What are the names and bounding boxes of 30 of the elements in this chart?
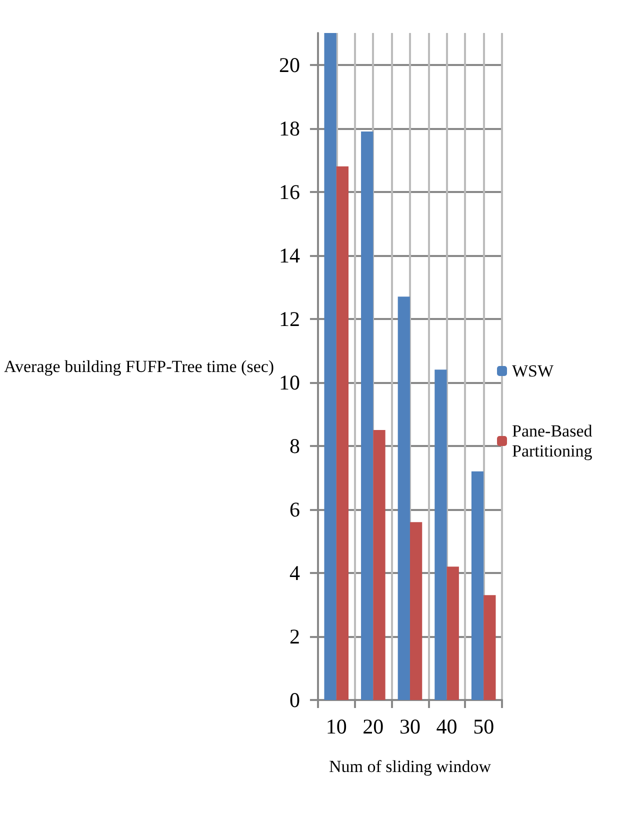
x-tick-label: 20 — [362, 714, 384, 738]
y-tick-label: 8 — [289, 434, 300, 458]
y-tick-label: 14 — [278, 243, 300, 268]
y-tick-label: 0 — [289, 688, 300, 712]
bar — [373, 430, 386, 700]
legend-label: Pane-Based Partitioning — [512, 422, 597, 460]
y-tick-label: 10 — [278, 370, 300, 394]
bar — [484, 595, 496, 700]
y-tick-label: 2 — [289, 624, 300, 648]
bar — [446, 566, 459, 700]
x-tick-label: 40 — [436, 714, 458, 738]
bar — [324, 33, 336, 700]
bar — [361, 131, 374, 700]
bar — [434, 370, 447, 700]
y-tick-label: 20 — [278, 52, 300, 77]
y-tick-label: 18 — [278, 116, 300, 140]
bar — [398, 296, 410, 700]
y-tick-label: 6 — [289, 497, 300, 522]
y-tick-label: 12 — [278, 306, 300, 331]
y-tick-label: 16 — [278, 180, 300, 204]
bar — [336, 166, 349, 700]
legend-label: WSW — [512, 362, 554, 380]
x-tick-label: 10 — [326, 714, 347, 738]
y-tick-label: 4 — [289, 560, 300, 585]
bar — [471, 471, 484, 700]
x-tick-label: 30 — [399, 714, 420, 738]
x-tick-label: 50 — [473, 714, 494, 738]
bar — [410, 522, 422, 700]
y-axis-title: Average building FUFP-Tree time (sec) — [4, 357, 274, 376]
x-axis-title: Num of sliding window — [328, 757, 492, 776]
